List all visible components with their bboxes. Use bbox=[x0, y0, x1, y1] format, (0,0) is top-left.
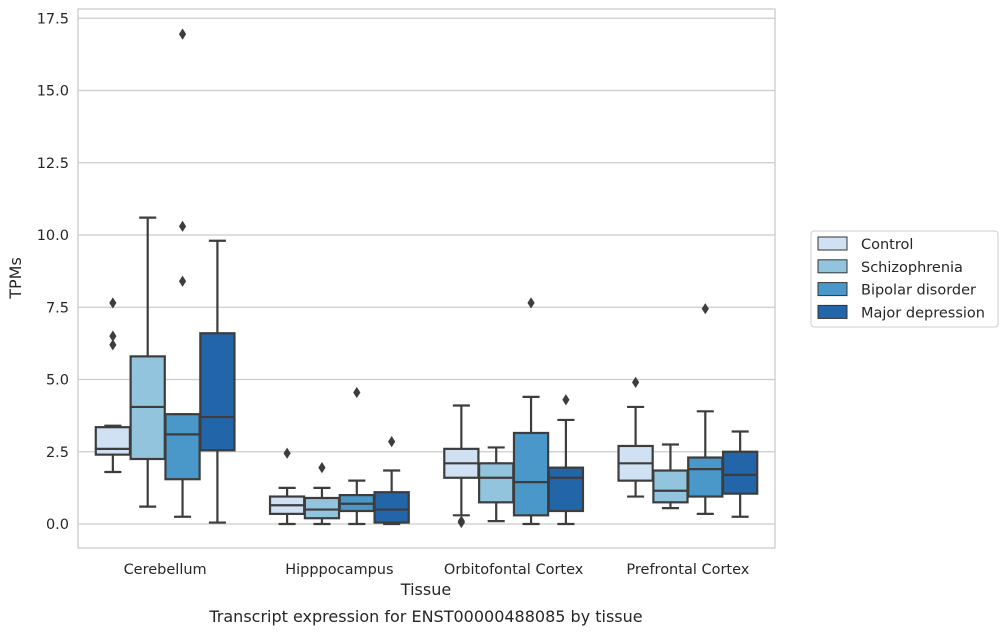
legend-frame bbox=[810, 230, 999, 328]
y-tick-label: 15.0 bbox=[37, 84, 69, 100]
y-axis-label: TPMs bbox=[6, 257, 25, 300]
iqr-box bbox=[199, 332, 236, 452]
box-plot-area bbox=[94, 28, 759, 529]
outlier-point bbox=[283, 447, 291, 459]
iqr-box bbox=[652, 469, 689, 504]
box-control-cerebellum bbox=[94, 297, 132, 474]
legend-label: Major depression bbox=[861, 305, 985, 321]
legend: Control Schizophrenia Bipolar disorder Majo… bbox=[810, 230, 999, 328]
iqr-box bbox=[547, 466, 585, 513]
iqr-box bbox=[478, 462, 515, 504]
iqr-box bbox=[512, 431, 550, 517]
box-control-orbitofontal-cortex bbox=[443, 404, 480, 529]
box-control-prefrontal-cortex bbox=[617, 376, 654, 498]
outlier-point bbox=[701, 303, 709, 315]
y-tick-label: 10.0 bbox=[37, 228, 69, 244]
legend-label: Bipolar disorder bbox=[861, 283, 976, 299]
x-tick-label: Orbitofontal Cortex bbox=[444, 562, 584, 578]
y-tick-label: 17.5 bbox=[37, 11, 69, 27]
box-major-depression-hipppocampus bbox=[373, 436, 410, 526]
outlier-point bbox=[562, 394, 570, 406]
box-schizophrenia-orbitofontal-cortex bbox=[478, 446, 515, 523]
y-tick-label: 7.5 bbox=[46, 300, 69, 316]
iqr-box bbox=[303, 496, 341, 520]
box-schizophrenia-hipppocampus bbox=[303, 462, 341, 526]
x-tick-label: Cerebellum bbox=[124, 562, 207, 578]
legend-label: Control bbox=[861, 237, 913, 253]
outlier-point bbox=[109, 339, 117, 351]
legend-item-control: Control bbox=[817, 236, 913, 253]
box-control-hipppocampus bbox=[268, 447, 306, 526]
legend-item-bipolar-disorder: Bipolar disorder bbox=[817, 282, 976, 299]
outlier-point bbox=[178, 275, 187, 287]
outlier-point bbox=[527, 297, 535, 309]
iqr-box bbox=[373, 491, 410, 524]
x-tick-label: Hipppocampus bbox=[285, 562, 393, 578]
outlier-point bbox=[632, 376, 640, 388]
outlier-point bbox=[178, 220, 187, 232]
legend-swatch bbox=[817, 236, 848, 251]
outlier-point bbox=[109, 330, 117, 342]
box-bipolar-disorder-prefrontal-cortex bbox=[687, 303, 724, 515]
iqr-box bbox=[687, 456, 724, 498]
legend-label: Schizophrenia bbox=[861, 260, 963, 276]
box-major-depression-orbitofontal-cortex bbox=[547, 394, 585, 526]
legend-swatch bbox=[817, 304, 848, 319]
box-schizophrenia-prefrontal-cortex bbox=[652, 443, 689, 510]
x-tick-label: Prefrontal Cortex bbox=[626, 562, 749, 578]
y-axis-ticks: 0.0 2.5 5.0 7.5 10.0 12.5 15.0 17.5 bbox=[37, 11, 69, 533]
x-axis-ticks: Cerebellum Hipppocampus Orbitofontal Corte… bbox=[124, 562, 750, 578]
outlier-point bbox=[178, 28, 187, 40]
plot-frame bbox=[77, 8, 776, 549]
outlier-point bbox=[318, 462, 326, 474]
iqr-box bbox=[721, 450, 759, 495]
outlier-point bbox=[457, 515, 465, 527]
y-tick-label: 2.5 bbox=[46, 445, 69, 461]
iqr-box bbox=[94, 426, 132, 456]
y-tick-label: 12.5 bbox=[37, 156, 69, 172]
chart-caption: Transcript expression for ENST0000048808… bbox=[208, 607, 642, 626]
box-major-depression-cerebellum bbox=[199, 239, 236, 524]
y-tick-label: 0.0 bbox=[46, 517, 69, 533]
iqr-box bbox=[164, 413, 201, 481]
outlier-point bbox=[388, 436, 396, 448]
y-tick-label: 5.0 bbox=[46, 373, 69, 389]
legend-item-schizophrenia: Schizophrenia bbox=[817, 259, 963, 276]
legend-swatch bbox=[817, 259, 848, 274]
box-schizophrenia-cerebellum bbox=[129, 216, 166, 508]
outlier-point bbox=[353, 386, 361, 399]
box-bipolar-disorder-orbitofontal-cortex bbox=[512, 297, 550, 526]
x-axis-label: Tissue bbox=[400, 580, 451, 599]
box-bipolar-disorder-hipppocampus bbox=[338, 386, 375, 526]
legend-swatch bbox=[817, 282, 848, 297]
box-bipolar-disorder-cerebellum bbox=[164, 28, 201, 518]
outlier-point bbox=[109, 297, 117, 309]
legend-item-major-depression: Major depression bbox=[817, 304, 985, 321]
box-major-depression-prefrontal-cortex bbox=[721, 430, 759, 518]
